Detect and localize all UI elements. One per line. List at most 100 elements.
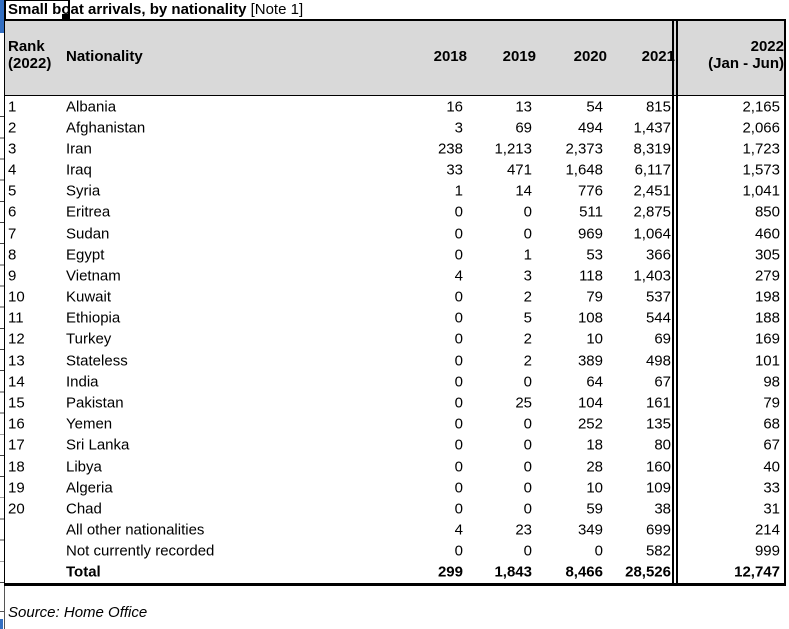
cell-2022[interactable]: 79 xyxy=(763,394,780,412)
cell-nationality[interactable]: Yemen xyxy=(66,415,113,433)
cell-nationality[interactable]: Vietnam xyxy=(66,267,121,285)
cell-2019[interactable]: 23 xyxy=(515,521,532,539)
cell-2020[interactable]: 108 xyxy=(577,309,603,327)
cell-2022[interactable]: 1,723 xyxy=(742,140,780,158)
cell-2019[interactable]: 0 xyxy=(523,225,532,243)
cell-2018[interactable]: 0 xyxy=(454,415,463,433)
cell-2021[interactable]: 160 xyxy=(645,458,671,475)
cell-2020[interactable]: 494 xyxy=(577,119,603,137)
cell-2021[interactable]: 699 xyxy=(645,521,671,539)
cell-2020[interactable]: 10 xyxy=(586,479,603,497)
cell-2019[interactable]: 2 xyxy=(523,288,532,306)
cell-2022[interactable]: 999 xyxy=(754,542,780,560)
cell-2018[interactable]: 0 xyxy=(454,330,463,348)
cell-rank[interactable]: 8 xyxy=(8,246,17,264)
cell-rank[interactable]: 3 xyxy=(8,140,17,158)
cell-2021[interactable]: 69 xyxy=(654,330,671,348)
cell-2021[interactable]: 537 xyxy=(645,288,671,306)
cell-nationality[interactable]: India xyxy=(66,373,99,391)
cell-2020[interactable]: 252 xyxy=(577,415,603,433)
cell-2021[interactable]: 6,117 xyxy=(634,161,671,179)
cell-2018[interactable]: 0 xyxy=(454,225,463,243)
cell-2019[interactable]: 5 xyxy=(523,309,532,327)
cell-rank[interactable]: 2 xyxy=(8,119,17,137)
cell-rank[interactable]: 11 xyxy=(8,309,24,327)
cell-2018[interactable]: 4 xyxy=(454,521,463,539)
cell-2019[interactable]: 0 xyxy=(523,458,532,475)
cell-rank[interactable]: 7 xyxy=(8,225,17,243)
cell-2022[interactable]: 850 xyxy=(754,203,780,221)
cell-2019[interactable]: 69 xyxy=(515,119,532,137)
cell-2021[interactable]: 1,403 xyxy=(633,267,671,285)
cell-2020[interactable]: 28 xyxy=(586,458,603,475)
cell-rank[interactable]: 18 xyxy=(8,458,25,475)
cell-2020[interactable]: 389 xyxy=(577,352,603,370)
header-2018[interactable]: 2018 xyxy=(433,48,467,65)
cell-2018[interactable]: 0 xyxy=(454,309,463,327)
cell-rank[interactable]: 1 xyxy=(8,98,17,116)
cell-2022[interactable]: 40 xyxy=(763,458,780,475)
cell-2019[interactable]: 0 xyxy=(523,203,532,221)
cell-2020[interactable]: 18 xyxy=(586,436,603,454)
cell-nationality[interactable]: Afghanistan xyxy=(66,119,146,137)
cell-2020[interactable]: 0 xyxy=(594,542,603,560)
cell-fill-handle[interactable] xyxy=(62,14,69,21)
cell-2022[interactable]: 2,066 xyxy=(742,119,780,137)
cell-2019[interactable]: 2 xyxy=(523,330,532,348)
cell-nationality[interactable]: Total xyxy=(66,563,101,581)
cell-2022[interactable]: 1,041 xyxy=(742,182,780,200)
cell-2020[interactable]: 79 xyxy=(586,288,603,306)
cell-rank[interactable]: 19 xyxy=(8,479,25,497)
cell-nationality[interactable]: Stateless xyxy=(66,352,128,370)
cell-2019[interactable]: 2 xyxy=(523,352,532,370)
cell-nationality[interactable]: Chad xyxy=(66,500,102,518)
source-note[interactable]: Source: Home Office xyxy=(8,604,148,621)
cell-nationality[interactable]: Not currently recorded xyxy=(66,542,215,560)
cell-2018[interactable]: 3 xyxy=(454,119,463,137)
cell-2019[interactable]: 0 xyxy=(523,415,532,433)
cell-2020[interactable]: 2,373 xyxy=(565,140,603,158)
cell-2022[interactable]: 2,165 xyxy=(742,98,780,116)
cell-2019[interactable]: 471 xyxy=(506,161,532,179)
cell-2020[interactable]: 64 xyxy=(586,373,603,391)
cell-2022[interactable]: 169 xyxy=(754,330,780,348)
cell-2018[interactable]: 299 xyxy=(437,563,463,581)
cell-2018[interactable]: 0 xyxy=(454,288,463,306)
cell-rank[interactable]: 10 xyxy=(8,288,25,306)
cell-nationality[interactable]: Iraq xyxy=(66,161,92,179)
cell-2021[interactable]: 815 xyxy=(645,98,671,116)
header-rank[interactable]: Rank (2022) xyxy=(8,38,51,72)
cell-rank[interactable]: 6 xyxy=(8,203,17,221)
cell-2019[interactable]: 14 xyxy=(515,182,532,200)
cell-2021[interactable]: 1,437 xyxy=(633,119,671,137)
cell-nationality[interactable]: Ethiopia xyxy=(66,309,121,327)
cell-nationality[interactable]: Sudan xyxy=(66,225,110,243)
cell-2022[interactable]: 188 xyxy=(754,309,780,327)
cell-2018[interactable]: 0 xyxy=(454,352,463,370)
cell-2020[interactable]: 349 xyxy=(577,521,603,539)
cell-2022[interactable]: 101 xyxy=(754,352,780,370)
cell-2018[interactable]: 0 xyxy=(454,203,463,221)
cell-2021[interactable]: 1,064 xyxy=(633,225,671,243)
cell-2021[interactable]: 2,875 xyxy=(633,203,671,221)
cell-2022[interactable]: 460 xyxy=(754,225,780,243)
cell-rank[interactable]: 15 xyxy=(8,394,25,412)
cell-2019[interactable]: 3 xyxy=(523,267,532,285)
cell-2018[interactable]: 0 xyxy=(454,394,463,412)
cell-2019[interactable]: 0 xyxy=(523,542,532,560)
cell-2020[interactable]: 118 xyxy=(579,267,603,285)
cell-2022[interactable]: 279 xyxy=(754,267,780,285)
cell-rank[interactable]: 17 xyxy=(8,436,25,454)
cell-rank[interactable]: 12 xyxy=(8,330,25,348)
cell-2018[interactable]: 0 xyxy=(454,542,463,560)
cell-2019[interactable]: 25 xyxy=(515,394,532,412)
cell-rank[interactable]: 14 xyxy=(8,373,25,391)
cell-nationality[interactable]: Eritrea xyxy=(66,203,111,221)
cell-nationality[interactable]: Libya xyxy=(66,458,102,475)
cell-2021[interactable]: 498 xyxy=(645,352,671,370)
cell-2021[interactable]: 2,451 xyxy=(633,182,671,200)
cell-2019[interactable]: 0 xyxy=(523,479,532,497)
cell-2020[interactable]: 10 xyxy=(586,330,603,348)
cell-2018[interactable]: 1 xyxy=(454,182,463,200)
cell-2020[interactable]: 1,648 xyxy=(565,161,603,179)
